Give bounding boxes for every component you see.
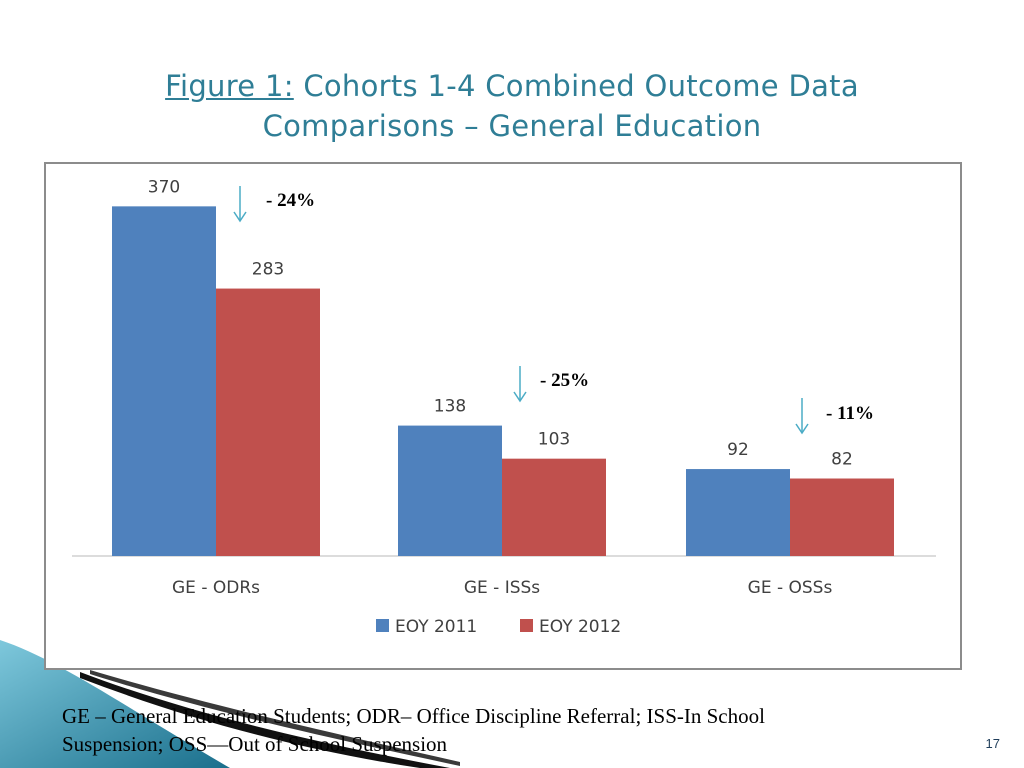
- bar-value-label: 370: [148, 177, 180, 197]
- category-label: GE - OSSs: [748, 578, 833, 598]
- legend-swatch: [376, 619, 389, 632]
- decorative-swoosh: [0, 640, 460, 768]
- slide-title: Figure 1: Cohorts 1-4 Combined Outcome D…: [0, 66, 1024, 146]
- percent-change-label: - 24%: [266, 190, 316, 211]
- bar-2-2: [502, 458, 606, 556]
- title-line2: Comparisons – General Education: [262, 109, 762, 143]
- chart-frame: 370 283 GE - ODRs 138 103 GE - ISSs 92 82 GE - O…: [44, 162, 962, 670]
- bar-chart: 370 283 GE - ODRs 138 103 GE - ISSs 92 82 GE - O…: [72, 177, 936, 637]
- category-label: GE - ODRs: [172, 578, 260, 598]
- percent-change-label: - 25%: [540, 370, 590, 391]
- legend-label: EOY 2011: [395, 617, 477, 637]
- bar-1-1: [112, 206, 216, 556]
- page-number: 17: [985, 736, 1000, 751]
- footnote-line1: GE – General Education Students; ODR– Of…: [62, 704, 765, 728]
- down-arrow-icon: [233, 186, 247, 223]
- legend-swatch: [520, 619, 533, 632]
- bar-2-1: [398, 425, 502, 556]
- down-arrow-icon: [795, 398, 809, 435]
- bar-1-2: [216, 288, 320, 556]
- category-label: GE - ISSs: [464, 578, 540, 598]
- title-line1: Cohorts 1-4 Combined Outcome Data: [303, 69, 859, 103]
- figure-label: Figure 1:: [165, 69, 294, 103]
- percent-change-label: - 11%: [826, 403, 875, 424]
- footnote: GE – General Education Students; ODR– Of…: [62, 702, 962, 758]
- bar-value-label: 82: [831, 450, 853, 470]
- bar-value-label: 92: [727, 440, 749, 460]
- bar-3-1: [686, 469, 790, 556]
- bar-3-2: [790, 478, 894, 556]
- legend-label: EOY 2012: [539, 617, 621, 637]
- bar-value-label: 138: [434, 397, 466, 417]
- down-arrow-icon: [513, 366, 527, 403]
- bar-value-label: 283: [252, 260, 284, 280]
- bar-value-label: 103: [538, 430, 570, 450]
- footnote-line2: Suspension; OSS—Out of School Suspension: [62, 732, 448, 756]
